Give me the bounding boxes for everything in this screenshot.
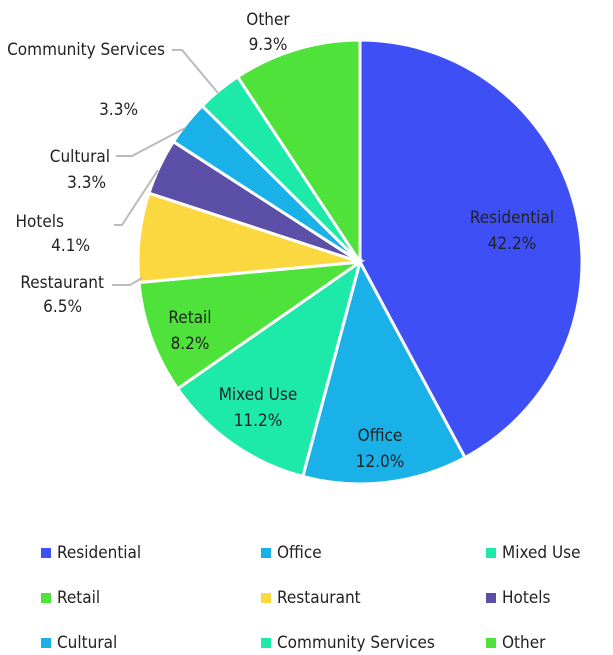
legend-swatch bbox=[486, 638, 496, 648]
legend-label: Other bbox=[502, 633, 546, 653]
slice-label: Residential bbox=[470, 208, 554, 228]
slice-label: Hotels bbox=[16, 212, 65, 232]
legend-swatch bbox=[41, 548, 51, 558]
legend-swatch bbox=[41, 593, 51, 603]
pie-slice bbox=[175, 258, 363, 479]
legend-label: Office bbox=[277, 543, 322, 563]
slice-value-label: 42.2% bbox=[488, 234, 537, 254]
slice-value-label: 9.3% bbox=[249, 35, 288, 55]
legend-label: Residential bbox=[57, 543, 141, 563]
legend-label: Cultural bbox=[57, 633, 117, 653]
slice-label: Cultural bbox=[50, 147, 110, 167]
legend-label: Mixed Use bbox=[502, 543, 581, 563]
leader-line bbox=[116, 127, 186, 157]
slice-label: Other bbox=[246, 10, 290, 30]
legend-swatch bbox=[486, 548, 496, 558]
leader-line bbox=[172, 49, 219, 94]
slice-label: Community Services bbox=[7, 40, 165, 60]
legend-swatch bbox=[261, 593, 271, 603]
slice-label: Mixed Use bbox=[219, 385, 298, 405]
leader-line bbox=[114, 169, 159, 226]
pie-slice bbox=[300, 257, 468, 486]
slice-label: Retail bbox=[168, 308, 211, 328]
slice-value-label: 4.1% bbox=[51, 236, 90, 256]
legend-swatch bbox=[486, 593, 496, 603]
slice-value-label: 3.3% bbox=[99, 100, 138, 120]
slice-value-label: 12.0% bbox=[356, 452, 405, 472]
legend-label: Retail bbox=[57, 588, 100, 608]
legend-label: Restaurant bbox=[277, 588, 361, 608]
pie-slice bbox=[137, 259, 366, 391]
slice-label: Office bbox=[358, 426, 403, 446]
leader-line bbox=[112, 277, 143, 286]
slice-value-label: 11.2% bbox=[234, 411, 283, 431]
pie-slice bbox=[358, 38, 584, 460]
slice-value-label: 6.5% bbox=[43, 297, 82, 317]
slice-label: Restaurant bbox=[20, 273, 104, 293]
slice-value-label: 8.2% bbox=[171, 334, 210, 354]
legend-swatch bbox=[261, 548, 271, 558]
slice-value-label: 3.3% bbox=[67, 173, 106, 193]
pie-slice bbox=[235, 38, 362, 267]
legend-label: Hotels bbox=[502, 588, 551, 608]
legend-swatch bbox=[41, 638, 51, 648]
legend-swatch bbox=[261, 638, 271, 648]
legend-label: Community Services bbox=[277, 633, 435, 653]
